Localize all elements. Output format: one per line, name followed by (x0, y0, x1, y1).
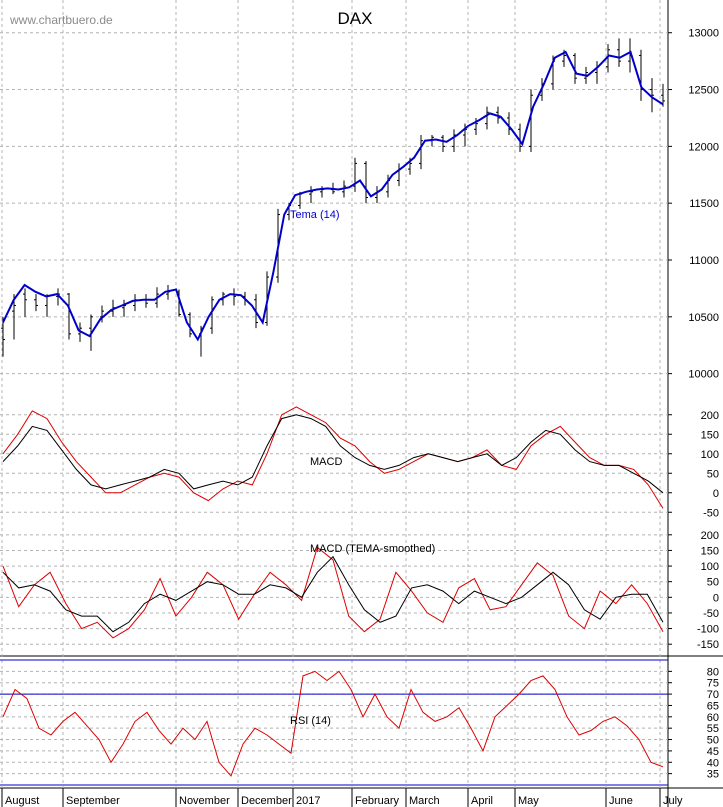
y-tick-label: 50 (707, 468, 719, 480)
tema-line (2, 50, 664, 342)
x-tick-label: March (409, 795, 440, 807)
y-tick-label: 100 (701, 449, 719, 461)
price-bar (639, 49, 643, 101)
y-tick-label: 75 (707, 678, 719, 690)
price-bar (45, 294, 49, 317)
x-tick-label: 2017 (296, 795, 320, 807)
watermark-text: www.chartbuero.de (9, 13, 113, 27)
price-bar (133, 294, 137, 312)
macd-fast-line (2, 406, 664, 509)
price-bar (375, 186, 379, 204)
price-bar (122, 299, 126, 317)
price-bar (364, 161, 368, 204)
x-tick-label: February (355, 795, 400, 807)
y-tick-label: 150 (701, 545, 719, 557)
price-bar (397, 163, 401, 187)
y-tick-label: 0 (713, 592, 719, 604)
price-bar (1, 316, 5, 357)
price-bar (529, 89, 533, 153)
y-tick-label: 10500 (688, 312, 719, 324)
price-bar (67, 292, 71, 340)
macd-tema-fast-line (2, 546, 664, 639)
y-tick-label: 70 (707, 689, 719, 701)
rsi-label: RSI (14) (290, 715, 331, 727)
y-tick-label: 40 (707, 757, 719, 769)
y-tick-label: 65 (707, 700, 719, 712)
y-tick-label: 45 (707, 746, 719, 758)
price-bar (210, 296, 214, 334)
x-tick-label: November (179, 795, 230, 807)
rsi-line (2, 670, 664, 777)
x-tick-label: September (66, 795, 120, 807)
x-tick-label: July (663, 795, 683, 807)
x-tick-label: June (609, 795, 633, 807)
price-bar (661, 83, 665, 107)
y-tick-label: 0 (713, 488, 719, 500)
price-bar (23, 288, 27, 317)
x-tick-label: April (471, 795, 493, 807)
price-bar (232, 288, 236, 306)
price-bar (573, 53, 577, 84)
y-tick-label: 12000 (688, 141, 719, 153)
y-tick-label: 200 (701, 410, 719, 422)
macd-tema-signal-line (2, 555, 664, 633)
price-bar (34, 294, 38, 312)
y-tick-label: 11000 (689, 255, 719, 267)
price-bar (144, 294, 148, 308)
chart-title: DAX (338, 9, 373, 28)
y-tick-label: 60 (707, 712, 719, 724)
y-tick-label: 100 (701, 561, 719, 573)
tema-label: Tema (14) (290, 209, 340, 221)
price-bar (309, 186, 313, 204)
y-tick-label: 12500 (688, 85, 719, 97)
y-tick-label: 50 (707, 577, 719, 589)
text-layer: www.chartbuero.de DAX Tema (14) MACD MAC… (9, 9, 435, 727)
y-tick-label: -50 (703, 608, 719, 620)
y-tick-label: 150 (701, 429, 719, 441)
y-tick-label: 80 (707, 666, 719, 678)
y-tick-label: 35 (707, 769, 719, 781)
price-bar (650, 78, 654, 113)
price-bar (419, 135, 423, 170)
y-tick-label: 200 (701, 530, 719, 542)
x-tick-label: May (518, 795, 539, 807)
y-tick-label: 50 (707, 735, 719, 747)
price-bar (188, 312, 192, 338)
price-bar (441, 135, 445, 153)
y-tick-label: -50 (703, 507, 719, 519)
x-tick-label: December (241, 795, 292, 807)
price-bar (595, 61, 599, 84)
y-tick-label: 13000 (688, 28, 719, 40)
y-tick-label: 11500 (689, 198, 719, 210)
price-bar (353, 157, 357, 192)
macd-signal-line (2, 414, 664, 494)
y-tick-label: 55 (707, 723, 719, 735)
y-tick-label: -100 (697, 624, 719, 636)
price-bar (617, 38, 621, 67)
macd-tema-label: MACD (TEMA-smoothed) (310, 543, 435, 555)
price-bar (452, 129, 456, 153)
price-bar (485, 106, 489, 130)
price-bar (606, 44, 610, 73)
price-bar (518, 123, 522, 153)
y-tick-label: -150 (697, 639, 719, 651)
marks-layer (0, 38, 668, 786)
macd-label: MACD (310, 456, 342, 468)
x-tick-label: August (5, 795, 39, 807)
y-tick-label: 10000 (688, 369, 719, 381)
